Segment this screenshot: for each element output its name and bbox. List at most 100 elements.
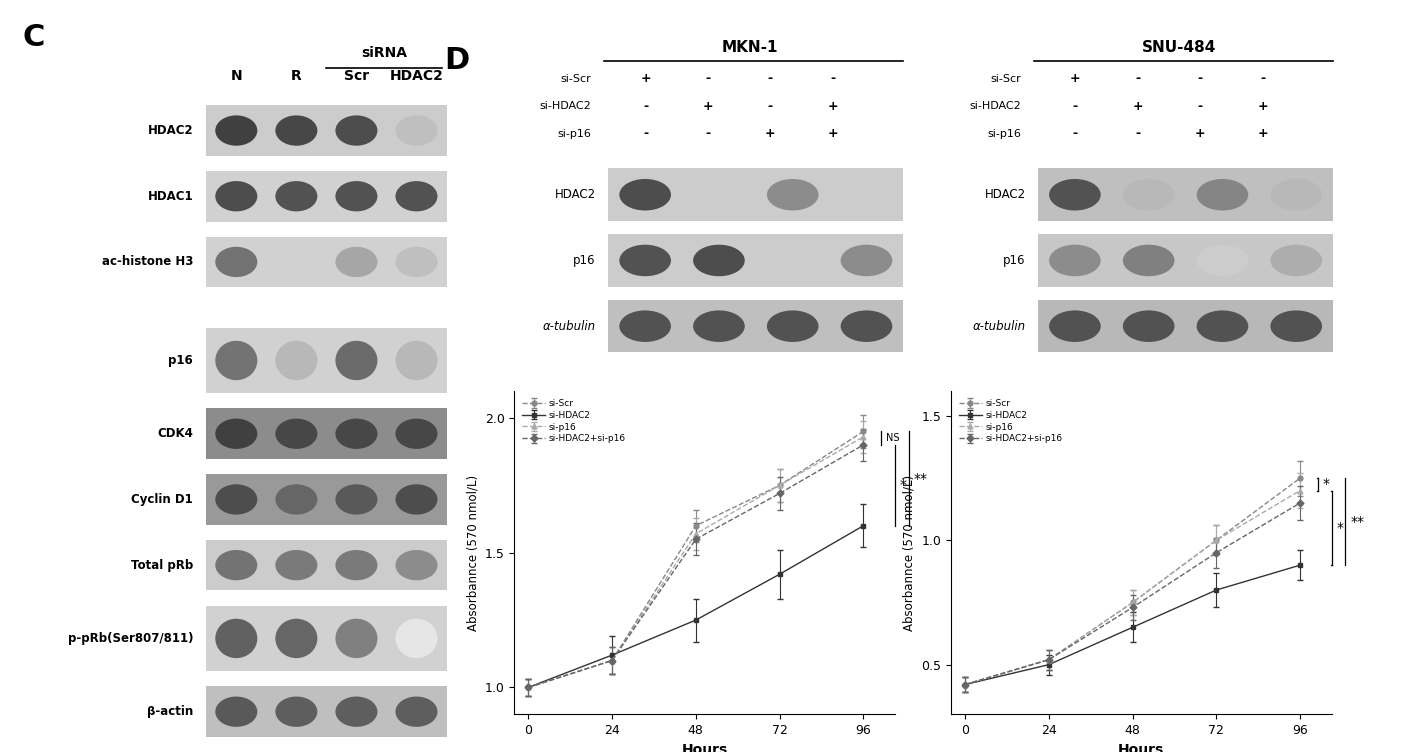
Ellipse shape	[693, 311, 745, 342]
Text: +: +	[827, 127, 838, 141]
Ellipse shape	[766, 179, 819, 211]
Text: +: +	[1257, 100, 1268, 113]
FancyBboxPatch shape	[206, 105, 447, 156]
Text: -: -	[1136, 72, 1140, 85]
Ellipse shape	[396, 484, 438, 514]
Text: -: -	[1072, 100, 1078, 113]
Text: -: -	[830, 72, 836, 85]
Text: *: *	[1323, 478, 1330, 491]
Text: -: -	[643, 100, 648, 113]
Text: si-HDAC2: si-HDAC2	[540, 102, 592, 111]
Text: Total pRb: Total pRb	[131, 559, 193, 572]
Text: *: *	[1337, 521, 1344, 535]
X-axis label: Hours: Hours	[682, 743, 727, 752]
Text: +: +	[1195, 127, 1206, 141]
Ellipse shape	[396, 115, 438, 146]
Ellipse shape	[216, 419, 258, 449]
Ellipse shape	[396, 181, 438, 211]
Ellipse shape	[1123, 244, 1175, 276]
Ellipse shape	[396, 419, 438, 449]
FancyBboxPatch shape	[206, 475, 447, 525]
Text: CDK4: CDK4	[158, 427, 193, 440]
Ellipse shape	[216, 696, 258, 727]
Ellipse shape	[216, 181, 258, 211]
Ellipse shape	[1123, 179, 1175, 211]
Text: si-HDAC2: si-HDAC2	[969, 102, 1022, 111]
Text: -: -	[1072, 127, 1078, 141]
Text: -: -	[768, 72, 774, 85]
Text: ac-histone H3: ac-histone H3	[101, 256, 193, 268]
Text: HDAC1: HDAC1	[148, 190, 193, 203]
Text: p16: p16	[1003, 254, 1026, 267]
Ellipse shape	[335, 484, 378, 514]
Text: siRNA: siRNA	[361, 46, 407, 60]
Text: Scr: Scr	[344, 68, 369, 83]
Ellipse shape	[216, 341, 258, 381]
Ellipse shape	[841, 244, 892, 276]
Ellipse shape	[335, 115, 378, 146]
Text: HDAC2: HDAC2	[389, 68, 444, 83]
Y-axis label: Absorbannce (570 nmol/L): Absorbannce (570 nmol/L)	[466, 475, 479, 631]
Text: -: -	[768, 100, 774, 113]
Ellipse shape	[216, 247, 258, 277]
Ellipse shape	[335, 550, 378, 581]
Text: -: -	[706, 127, 710, 141]
Ellipse shape	[1050, 244, 1100, 276]
Ellipse shape	[693, 244, 745, 276]
Text: +: +	[1133, 100, 1143, 113]
FancyBboxPatch shape	[609, 300, 903, 353]
Ellipse shape	[275, 484, 317, 514]
Ellipse shape	[275, 247, 317, 277]
Ellipse shape	[396, 247, 438, 277]
Ellipse shape	[1271, 179, 1322, 211]
Ellipse shape	[693, 179, 745, 211]
FancyBboxPatch shape	[1038, 234, 1333, 287]
Ellipse shape	[216, 550, 258, 581]
Text: -: -	[1260, 72, 1265, 85]
Text: p16: p16	[169, 354, 193, 367]
Ellipse shape	[1050, 179, 1100, 211]
Ellipse shape	[335, 247, 378, 277]
FancyBboxPatch shape	[1038, 300, 1333, 353]
Text: -: -	[643, 127, 648, 141]
FancyBboxPatch shape	[206, 605, 447, 672]
Ellipse shape	[620, 244, 671, 276]
Ellipse shape	[841, 179, 892, 211]
FancyBboxPatch shape	[206, 540, 447, 590]
Ellipse shape	[335, 419, 378, 449]
X-axis label: Hours: Hours	[1119, 743, 1164, 752]
Text: α-tubulin: α-tubulin	[972, 320, 1026, 332]
Text: si-p16: si-p16	[988, 129, 1022, 139]
Text: **: **	[914, 472, 929, 486]
Text: SNU-484: SNU-484	[1143, 41, 1216, 56]
Text: -: -	[1136, 127, 1140, 141]
FancyBboxPatch shape	[206, 328, 447, 393]
Text: NS: NS	[886, 433, 899, 443]
Ellipse shape	[275, 115, 317, 146]
Text: -: -	[1198, 100, 1203, 113]
FancyBboxPatch shape	[609, 168, 903, 221]
Ellipse shape	[275, 550, 317, 581]
Ellipse shape	[620, 179, 671, 211]
Ellipse shape	[275, 181, 317, 211]
Ellipse shape	[1196, 244, 1248, 276]
FancyBboxPatch shape	[206, 687, 447, 737]
Ellipse shape	[620, 311, 671, 342]
Text: N: N	[231, 68, 242, 83]
Ellipse shape	[766, 311, 819, 342]
Ellipse shape	[396, 550, 438, 581]
Text: D: D	[444, 46, 469, 75]
Text: *: *	[900, 478, 907, 493]
Text: +: +	[1069, 72, 1081, 85]
Ellipse shape	[1196, 311, 1248, 342]
Y-axis label: Absorbannce (570 nmol/L): Absorbannce (570 nmol/L)	[903, 475, 916, 631]
Ellipse shape	[1196, 179, 1248, 211]
Ellipse shape	[396, 619, 438, 658]
FancyBboxPatch shape	[206, 237, 447, 287]
Text: +: +	[1257, 127, 1268, 141]
Ellipse shape	[766, 244, 819, 276]
Ellipse shape	[841, 311, 892, 342]
Ellipse shape	[275, 619, 317, 658]
Ellipse shape	[216, 115, 258, 146]
Text: si-Scr: si-Scr	[991, 74, 1022, 83]
